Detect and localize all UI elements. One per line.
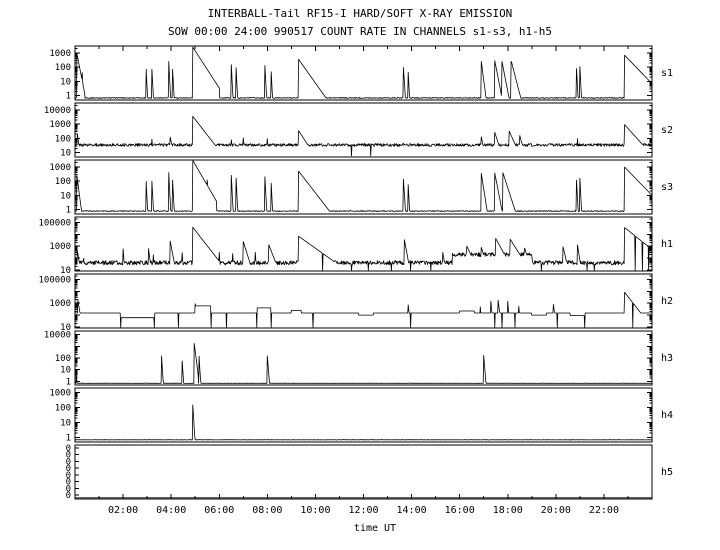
panel-label-s2: s2 [661, 125, 673, 136]
y-tick-label-s2-1000: 1000 [49, 120, 71, 130]
y-tick-label-h2-1000: 1000 [49, 299, 71, 309]
y-tick-label-s3-1: 1 [66, 206, 71, 216]
series-h2 [75, 291, 652, 328]
x-tick-label-22:00: 22:00 [589, 505, 619, 516]
y-tick-label-h1-1000: 1000 [49, 242, 71, 252]
panel-frame-s1 [74, 45, 653, 101]
x-tick-label-20:00: 20:00 [541, 505, 571, 516]
chart-subtitle: SOW 00:00 24:00 990517 COUNT RATE IN CHA… [168, 25, 552, 38]
panel-label-h4: h4 [661, 410, 673, 421]
y-tick-label-s2-10000: 10000 [44, 106, 71, 116]
panel-frame-s3 [74, 159, 653, 215]
panel-label-h2: h2 [661, 296, 673, 307]
y-tick-label-s3-100: 100 [55, 177, 71, 187]
series-s2 [74, 115, 653, 157]
y-tick-label-h5-zero: 0 [66, 444, 71, 454]
x-tick-label-06:00: 06:00 [204, 505, 234, 516]
y-tick-label-s1-100: 100 [55, 63, 71, 73]
y-tick-label-h5-zero: 0 [66, 478, 71, 488]
y-tick-label-h5-zero: 0 [66, 451, 71, 461]
panel-s3: 1000 100 10 1 s3 [49, 159, 673, 216]
y-tick-label-s2-10: 10 [60, 149, 71, 159]
series-h4 [74, 404, 653, 441]
y-tick-label-h4-1000: 1000 [49, 389, 71, 399]
y-tick-label-h5-zero: 0 [66, 491, 71, 501]
panel-h1: 100000 1000 10 h1 [38, 216, 673, 276]
x-axis-title: time UT [354, 523, 396, 534]
y-tick-label-h1-100000: 100000 [38, 219, 71, 229]
y-tick-label-h5-zero: 0 [66, 457, 71, 467]
x-tick-label-02:00: 02:00 [108, 505, 138, 516]
y-tick-label-h5-zero: 0 [66, 471, 71, 481]
panel-h4: 1000 100 10 1 h4 [49, 387, 673, 443]
panel-label-h1: h1 [661, 239, 673, 250]
series-s1 [74, 46, 653, 99]
x-axis-group: 02:00 04:00 06:00 08:00 10:00 12:00 14:00 16:00… [98, 46, 629, 516]
panels-group: 1000100101s110000100010010s21000100101s3… [38, 45, 673, 501]
x-tick-label-18:00: 18:00 [493, 505, 523, 516]
panel-label-h3: h3 [661, 353, 673, 364]
x-tick-label-12:00: 12:00 [348, 505, 378, 516]
panel-h3: 10000 100 101 h3 [44, 330, 673, 387]
panel-frame-h1 [74, 216, 653, 272]
y-tick-label-h3-100: 100 [55, 354, 71, 364]
series-h1 [74, 226, 653, 271]
y-tick-label-h5-zero: 0 [66, 484, 71, 494]
y-tick-label-s3-1000: 1000 [49, 163, 71, 173]
chart-title: INTERBALL-Tail RF15-I HARD/SOFT X-RAY EM… [208, 7, 513, 20]
y-tick-label-s2-100: 100 [55, 134, 71, 144]
y-tick-label-h4-1: 1 [66, 433, 71, 443]
panel-frame-h5 [74, 444, 653, 500]
x-tick-label-08:00: 08:00 [252, 505, 282, 516]
y-tick-label-h2-100000: 100000 [38, 276, 71, 286]
panel-label-h5: h5 [661, 467, 673, 478]
panel-frame-h2 [74, 273, 653, 329]
y-tick-label-h4-100: 100 [55, 404, 71, 414]
y-tick-label-h1-10: 10 [60, 266, 71, 276]
panel-s1: 1000 100 10 1 s1 [49, 45, 673, 102]
x-tick-label-10:00: 10:00 [300, 505, 330, 516]
panel-label-s3: s3 [661, 182, 673, 193]
x-tick-label-04:00: 04:00 [156, 505, 186, 516]
panel-frame-s2 [74, 102, 653, 158]
series-h3 [75, 343, 653, 384]
y-tick-label-h2-10: 10 [60, 323, 71, 333]
y-tick-label-s1-1000: 1000 [49, 49, 71, 59]
y-tick-label-s3-10: 10 [60, 191, 71, 201]
y-tick-label-h3-10: 10 [60, 366, 71, 376]
y-tick-label-s1-10: 10 [60, 77, 71, 87]
panel-label-s1: s1 [661, 68, 673, 79]
y-tick-label-h3-1: 1 [66, 377, 71, 387]
panel-frame-h4 [74, 387, 653, 443]
y-tick-label-h3-10000: 10000 [44, 331, 71, 341]
y-tick-label-s1-1: 1 [66, 92, 71, 102]
x-tick-label-14:00: 14:00 [397, 505, 427, 516]
panel-s2: 10000 1000 100 10 s2 [44, 102, 673, 159]
y-tick-label-h4-10: 10 [60, 418, 71, 428]
series-s3 [74, 160, 653, 212]
panel-h2: 100000 1000 10 h2 [38, 273, 673, 333]
y-tick-label-h5-zero: 0 [66, 464, 71, 474]
x-tick-label-16:00: 16:00 [445, 505, 475, 516]
